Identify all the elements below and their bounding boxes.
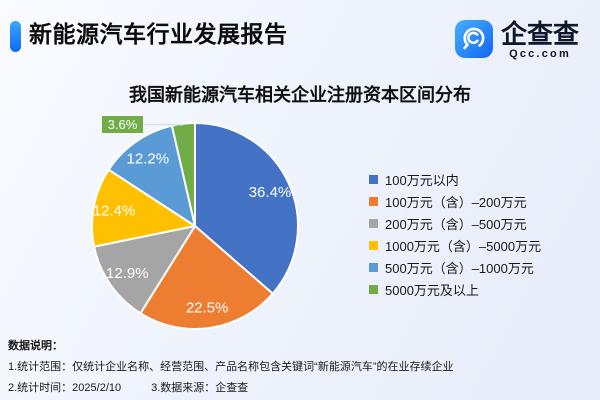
logo-domain: Qcc.com: [509, 48, 571, 60]
legend-label: 100万元以内: [385, 173, 459, 189]
notes-heading: 数据说明：: [8, 340, 63, 352]
title-accent-bar: [10, 21, 21, 52]
legend-swatch-icon: [369, 197, 378, 207]
pie-slice-2: [93, 225, 196, 315]
pie-label-5: 3.6%: [108, 117, 138, 132]
note-time-source: 2.统计时间：2025/2/10 3.数据来源：企查查: [8, 379, 248, 395]
page-title: 新能源汽车行业发展报告: [29, 21, 288, 47]
pie-slice-4: [107, 124, 196, 227]
legend-item-5: 5000万元及以上: [369, 278, 541, 300]
note-source: 3.数据来源：企查查: [151, 382, 249, 394]
chart-title: 我国新能源汽车相关企业注册资本区间分布: [129, 85, 471, 105]
legend-swatch-icon: [369, 219, 378, 229]
pie-slice-1: [139, 225, 274, 330]
legend-swatch-icon: [369, 241, 378, 251]
pie-label-0: 36.4%: [249, 184, 292, 201]
legend-item-4: 500万元（含）–1000万元: [369, 257, 541, 279]
legend-label: 100万元（含）–200万元: [385, 195, 527, 211]
pie-label-box: [102, 116, 143, 133]
legend-item-2: 200万元（含）–500万元: [369, 213, 541, 235]
pie-slice-5: [170, 121, 196, 227]
legend-label: 5000万元及以上: [385, 282, 479, 298]
pie-slice-3: [91, 168, 196, 248]
note-scope: 1.统计范围：仅统计企业名称、经营范围、产品名称包含关键词“新能源汽车”的在业存…: [8, 361, 454, 373]
qcc-logo-icon: [455, 20, 493, 58]
legend-label: 200万元（含）–500万元: [385, 217, 527, 233]
legend-swatch-icon: [369, 284, 378, 294]
legend-swatch-icon: [369, 263, 378, 272]
pie-label-3: 12.4%: [93, 203, 136, 220]
pie-label-2: 12.9%: [106, 265, 149, 282]
legend: 100万元以内 100万元（含）–200万元 200万元（含）–500万元 1000万…: [369, 169, 541, 300]
legend-swatch-icon: [369, 175, 378, 185]
qcc-logo-text: 企查查 Qcc.com: [501, 20, 579, 60]
qcc-logo: 企查查 Qcc.com: [455, 20, 579, 60]
note-time: 2.统计时间：2025/2/10: [8, 382, 122, 394]
legend-item-1: 100万元（含）–200万元: [369, 191, 541, 213]
logo-name: 企查查: [501, 19, 580, 49]
legend-label: 1000万元（含）–5000万元: [385, 239, 542, 255]
pie-label-1: 22.5%: [186, 300, 229, 317]
legend-label: 500万元（含）–1000万元: [385, 261, 534, 276]
legend-item-0: 100万元以内: [369, 169, 541, 191]
legend-item-3: 1000万元（含）–5000万元: [369, 235, 541, 257]
pie-slice-0: [194, 122, 299, 295]
pie-label-4: 12.2%: [127, 150, 170, 167]
